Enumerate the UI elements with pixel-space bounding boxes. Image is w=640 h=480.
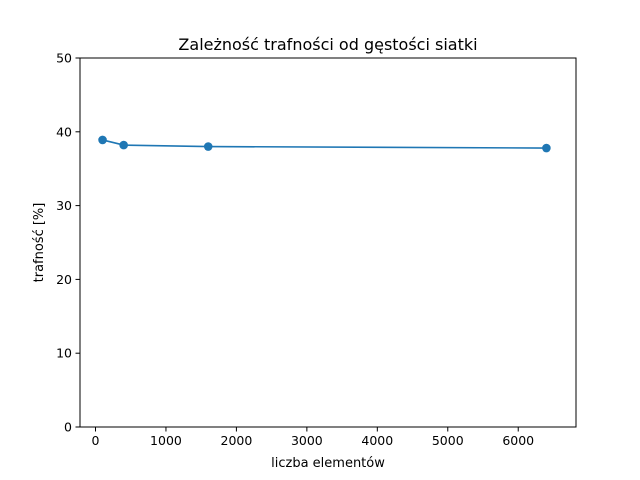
x-axis-label: liczba elementów (271, 456, 385, 471)
x-tick-label: 4000 (361, 433, 393, 448)
y-axis-label: trafność [%] (32, 203, 47, 283)
y-tick-label: 0 (64, 420, 72, 435)
x-tick-label: 6000 (502, 433, 534, 448)
y-tick-label: 40 (56, 124, 72, 139)
plot-frame (79, 57, 577, 428)
series-line (102, 139, 547, 149)
x-tick-label: 1000 (150, 433, 182, 448)
data-point (203, 142, 213, 151)
x-tick-label: 0 (92, 433, 100, 448)
x-tick-label: 5000 (432, 433, 464, 448)
data-point (98, 135, 107, 145)
plot-area (80, 58, 576, 427)
data-point (542, 143, 551, 153)
y-tick-label: 30 (56, 198, 72, 213)
axis-ticks: 0 1000 2000 3000 4000 5000 6000 0 10 20 30 40 50 (56, 51, 534, 449)
data-point (119, 140, 128, 150)
y-tick-label: 20 (56, 272, 72, 287)
data-marks (98, 135, 551, 153)
x-tick-label: 2000 (221, 433, 253, 448)
x-tick-label: 3000 (291, 433, 323, 448)
chart-title: Zależność trafności od gęstości siatki (178, 35, 477, 54)
y-tick-label: 10 (56, 346, 72, 361)
y-tick-label: 50 (56, 51, 72, 66)
